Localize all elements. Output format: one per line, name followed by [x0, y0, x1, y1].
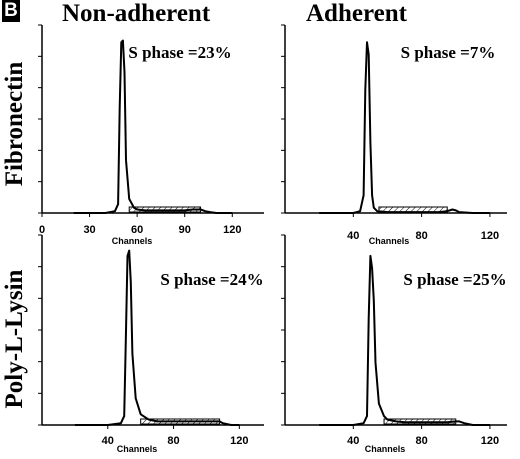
x-tick-label-1-2: 120: [481, 230, 499, 242]
x-tick-label-0-3: 90: [179, 224, 191, 236]
x-tick-label-2-1: 80: [167, 435, 179, 447]
x-axis-title-0: Channels: [112, 236, 153, 246]
x-tick-label-0-1: 30: [83, 224, 95, 236]
x-tick-label-0-0: 0: [39, 224, 45, 236]
x-tick-label-2-2: 120: [230, 435, 248, 447]
histogram-line-1-0: [319, 41, 490, 214]
histogram-line-3-0: [319, 254, 490, 426]
x-axis-title-3: Channels: [365, 444, 406, 454]
x-tick-label-1-0: 40: [347, 230, 359, 242]
x-tick-label-3-1: 80: [415, 435, 427, 447]
x-tick-label-3-0: 40: [347, 435, 359, 447]
s-phase-annotation-1: S phase =7%: [401, 43, 496, 62]
x-axis-title-2: Channels: [117, 444, 158, 454]
x-axis-title-1: Channels: [369, 236, 410, 246]
column-title-adherent: Adherent: [306, 0, 407, 27]
histogram-line-2-0: [74, 249, 240, 426]
x-tick-label-0-2: 60: [131, 224, 143, 236]
column-title-non-adherent: Non-adherent: [62, 0, 211, 27]
x-tick-label-3-2: 120: [481, 435, 499, 447]
s-phase-annotation-3: S phase =25%: [403, 270, 506, 289]
panel-label: B: [2, 0, 20, 22]
x-tick-label-1-1: 80: [415, 230, 427, 242]
s-phase-annotation-2: S phase =24%: [160, 270, 263, 289]
s-phase-annotation-0: S phase =23%: [128, 43, 231, 62]
histogram-line-0-0: [73, 39, 233, 214]
x-tick-label-2-0: 40: [102, 435, 114, 447]
x-tick-label-0-4: 120: [223, 224, 241, 236]
